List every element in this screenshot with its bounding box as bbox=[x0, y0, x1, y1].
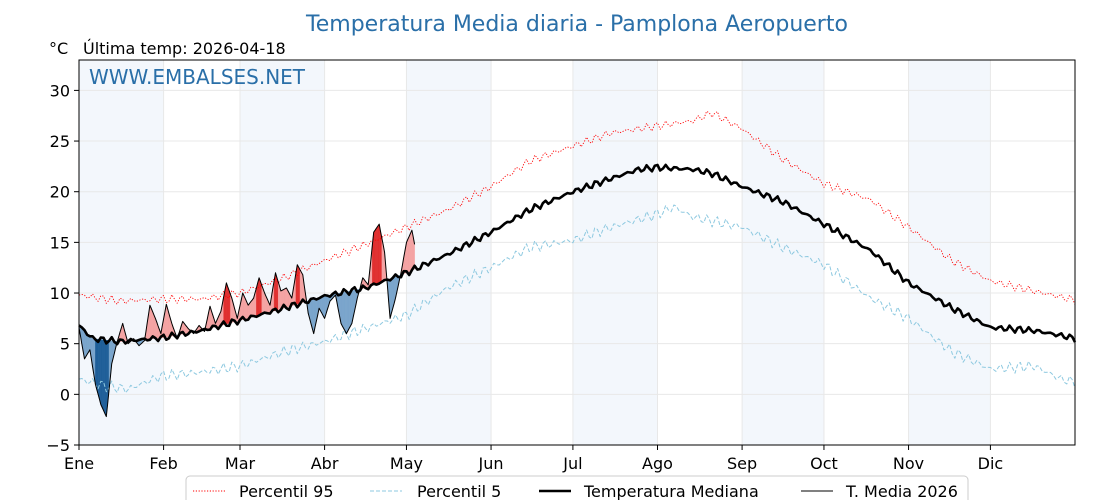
anomaly-fill-above bbox=[228, 290, 231, 324]
anomaly-fill-below bbox=[323, 295, 325, 319]
y-tick-label: 25 bbox=[50, 132, 70, 151]
plot-frame bbox=[78, 59, 1076, 446]
y-tick-label: 15 bbox=[50, 233, 70, 252]
legend: Percentil 95 Percentil 5 Temperatura Med… bbox=[185, 475, 969, 500]
legend-label-median: Temperatura Mediana bbox=[583, 482, 759, 500]
anomaly-fill-above bbox=[242, 292, 245, 320]
anomaly-fill-above bbox=[410, 230, 413, 272]
legend-label-current: T. Media 2026 bbox=[845, 482, 958, 500]
y-tick-label: 20 bbox=[50, 183, 70, 202]
anomaly-fill-above bbox=[377, 223, 380, 284]
anomaly-fill-below bbox=[348, 290, 351, 329]
unit-label: °C bbox=[49, 39, 68, 58]
x-tick-label: Ene bbox=[64, 454, 94, 473]
anomaly-fill-below bbox=[346, 291, 348, 334]
x-tick-label: Mar bbox=[225, 454, 256, 473]
anomaly-fill-below bbox=[340, 292, 343, 327]
anomaly-fill-below bbox=[344, 291, 347, 334]
anomaly-fill-below bbox=[347, 290, 350, 332]
anomaly-fill-above bbox=[297, 264, 299, 305]
legend-label-p95: Percentil 95 bbox=[239, 482, 334, 500]
y-tick-label: 10 bbox=[50, 284, 70, 303]
chart-title: Temperatura Media diaria - Pamplona Aero… bbox=[305, 12, 848, 37]
x-axis-ticks: Ene Feb Mar Abr May Jun Jul Ago Sep Oct Nov Dic bbox=[64, 445, 1003, 473]
anomaly-fill-below bbox=[104, 339, 107, 417]
anomaly-fill-above bbox=[258, 277, 261, 316]
month-band-may bbox=[406, 60, 492, 445]
anomaly-fill-above bbox=[407, 236, 410, 273]
anomaly-fill-below bbox=[343, 291, 346, 332]
anomaly-fill-above bbox=[252, 297, 254, 318]
anomaly-fill-below bbox=[342, 292, 344, 329]
y-tick-label: 30 bbox=[50, 81, 70, 100]
anomaly-fill-above bbox=[151, 308, 153, 339]
x-tick-label: Feb bbox=[149, 454, 177, 473]
x-tick-label: May bbox=[390, 454, 423, 473]
last-temp-label: Última temp: 2026-04-18 bbox=[83, 39, 286, 58]
x-tick-label: Oct bbox=[810, 454, 838, 473]
anomaly-fill-above bbox=[406, 239, 409, 274]
series-line-current bbox=[78, 223, 416, 418]
month-band-nov bbox=[908, 60, 991, 445]
anomaly-fill-above bbox=[376, 225, 378, 285]
anomaly-fill-above bbox=[299, 269, 302, 304]
y-axis-ticks: −5 0 5 10 15 20 25 30 bbox=[46, 81, 79, 455]
watermark: WWW.EMBALSES.NET bbox=[89, 65, 306, 89]
anomaly-fill-above bbox=[408, 233, 411, 272]
anomaly-fill-above bbox=[373, 229, 376, 286]
anomaly-fill-below bbox=[100, 339, 103, 408]
anomaly-fill-above bbox=[260, 281, 263, 315]
anomaly-fill-above bbox=[374, 227, 377, 285]
x-tick-label: Jul bbox=[562, 454, 582, 473]
legend-label-p5: Percentil 5 bbox=[417, 482, 501, 500]
y-tick-label: 5 bbox=[60, 335, 70, 354]
x-tick-label: Ago bbox=[642, 454, 673, 473]
month-band-sep bbox=[742, 60, 824, 445]
x-tick-label: Nov bbox=[893, 454, 924, 473]
anomaly-fill-below bbox=[101, 339, 104, 411]
x-tick-label: Dic bbox=[978, 454, 1004, 473]
x-tick-label: Jun bbox=[478, 454, 504, 473]
series-lines bbox=[78, 110, 1077, 418]
anomaly-fill-below bbox=[95, 338, 97, 390]
anomaly-fill-below bbox=[350, 290, 353, 327]
month-bands bbox=[79, 60, 991, 445]
x-tick-label: Sep bbox=[727, 454, 757, 473]
y-tick-label: −5 bbox=[46, 436, 70, 455]
anomaly-fill-below bbox=[84, 330, 87, 360]
series-line-p95 bbox=[78, 110, 1076, 305]
series-line-p5 bbox=[78, 204, 1076, 394]
anomaly-fill-above bbox=[226, 282, 228, 325]
month-band-mar bbox=[239, 60, 325, 445]
anomaly-fill-below bbox=[99, 339, 102, 405]
legend-box bbox=[185, 475, 969, 500]
anomaly-fill-below bbox=[97, 339, 100, 400]
anomaly-fill-above bbox=[149, 305, 152, 340]
anomaly-fill-below bbox=[103, 339, 106, 414]
x-tick-label: Abr bbox=[311, 454, 339, 473]
y-tick-label: 0 bbox=[60, 385, 70, 404]
month-band-jul bbox=[572, 60, 658, 445]
anomaly-fill-above bbox=[378, 224, 381, 284]
series-line-median bbox=[78, 163, 1077, 346]
anomaly-fill-above bbox=[227, 286, 230, 324]
month-band-ene bbox=[79, 60, 164, 445]
